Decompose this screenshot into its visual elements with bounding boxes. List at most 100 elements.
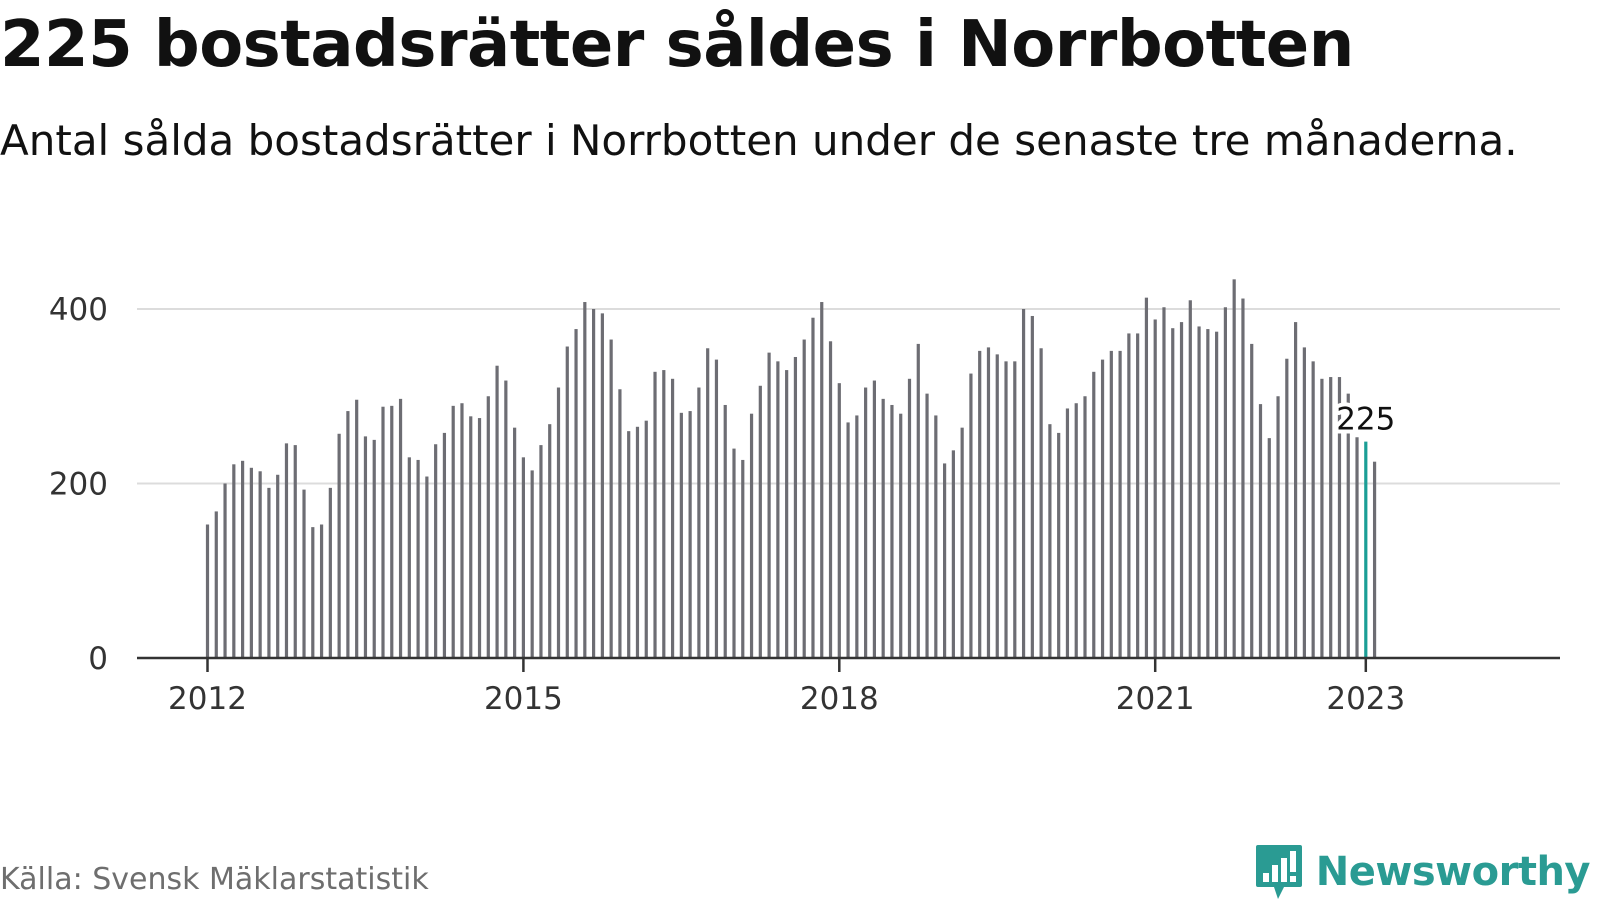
bar	[1065, 408, 1070, 658]
bar	[205, 524, 210, 658]
bar	[513, 427, 517, 658]
bar	[302, 489, 306, 658]
bar	[899, 413, 903, 658]
bar	[1258, 404, 1263, 658]
bar	[969, 373, 973, 658]
x-tick-label-2012: 2012	[168, 681, 247, 717]
bar	[1100, 359, 1105, 658]
bar	[293, 445, 297, 658]
bar	[1206, 329, 1210, 658]
bar	[1267, 438, 1271, 658]
bar	[749, 413, 754, 658]
bar	[425, 476, 429, 658]
bar	[995, 354, 999, 658]
bar	[1241, 298, 1245, 658]
bar	[881, 398, 885, 658]
bar	[319, 524, 324, 658]
bar	[600, 313, 604, 658]
axis-layer	[137, 656, 1560, 672]
bar	[565, 346, 569, 658]
bar	[644, 420, 648, 658]
bar	[890, 404, 894, 658]
bar	[670, 378, 675, 658]
bar	[381, 406, 385, 658]
bar	[337, 433, 341, 658]
source-note: Källa: Svensk Mäklarstatistik	[0, 862, 429, 897]
bar	[539, 445, 543, 658]
bar	[556, 387, 561, 658]
bar	[907, 378, 912, 658]
bar	[618, 389, 622, 658]
bar	[363, 436, 368, 658]
bar	[1372, 461, 1377, 658]
bar	[1346, 393, 1350, 658]
bar	[267, 487, 271, 658]
bar	[1179, 322, 1184, 658]
x-tick-label-2015: 2015	[484, 681, 563, 717]
bar	[916, 343, 920, 658]
bar	[609, 339, 613, 658]
bar	[1320, 378, 1324, 658]
page-title: 225 bostadsrätter såldes i Norrbotten	[0, 8, 1354, 82]
bar	[1004, 361, 1008, 658]
bar-highlight	[1364, 441, 1368, 658]
bar	[1118, 350, 1122, 658]
bar	[1188, 300, 1192, 658]
bar	[846, 422, 850, 658]
bar	[407, 457, 411, 658]
bubble-dot	[1289, 876, 1296, 882]
bar	[486, 396, 490, 658]
bar	[241, 460, 245, 658]
bar	[785, 370, 789, 658]
bar	[662, 370, 666, 658]
brand-logo[interactable]: Newsworthy	[1254, 843, 1591, 901]
bar	[258, 471, 262, 658]
bar	[346, 411, 350, 658]
bar	[1136, 333, 1140, 658]
bubble-bar-2	[1271, 865, 1278, 882]
bar	[951, 450, 955, 658]
bar	[398, 398, 403, 658]
bar	[714, 359, 719, 658]
bar	[390, 405, 394, 658]
bar	[1285, 358, 1289, 658]
bar	[530, 470, 534, 658]
bar	[1329, 377, 1333, 658]
bar	[583, 302, 587, 658]
bar	[960, 427, 964, 658]
bar	[706, 348, 710, 658]
bar	[767, 352, 771, 658]
bar	[679, 412, 683, 658]
bar	[416, 459, 420, 658]
bar	[828, 341, 833, 658]
bar	[477, 418, 482, 658]
bar	[1311, 361, 1315, 658]
bar	[635, 426, 640, 658]
bar	[249, 467, 253, 658]
bar	[1355, 437, 1359, 658]
bar	[548, 424, 552, 658]
bar	[627, 431, 631, 658]
bar	[1144, 297, 1149, 658]
bar	[1013, 361, 1017, 658]
bar	[732, 448, 736, 658]
bar	[328, 487, 332, 658]
bar	[592, 309, 596, 658]
bar	[232, 464, 236, 658]
value-label-halo: 225	[1336, 402, 1395, 438]
bar	[1083, 396, 1087, 658]
bar	[855, 415, 859, 658]
bar	[872, 380, 876, 658]
bar	[311, 527, 315, 658]
bar	[469, 416, 473, 658]
bar	[1337, 377, 1342, 658]
x-tick-label-2021: 2021	[1116, 681, 1195, 717]
bar	[864, 387, 868, 658]
bar	[574, 329, 578, 658]
bar	[776, 361, 780, 658]
bar	[986, 347, 991, 658]
y-tick-label-200: 200	[49, 467, 108, 503]
bar	[1039, 348, 1043, 658]
